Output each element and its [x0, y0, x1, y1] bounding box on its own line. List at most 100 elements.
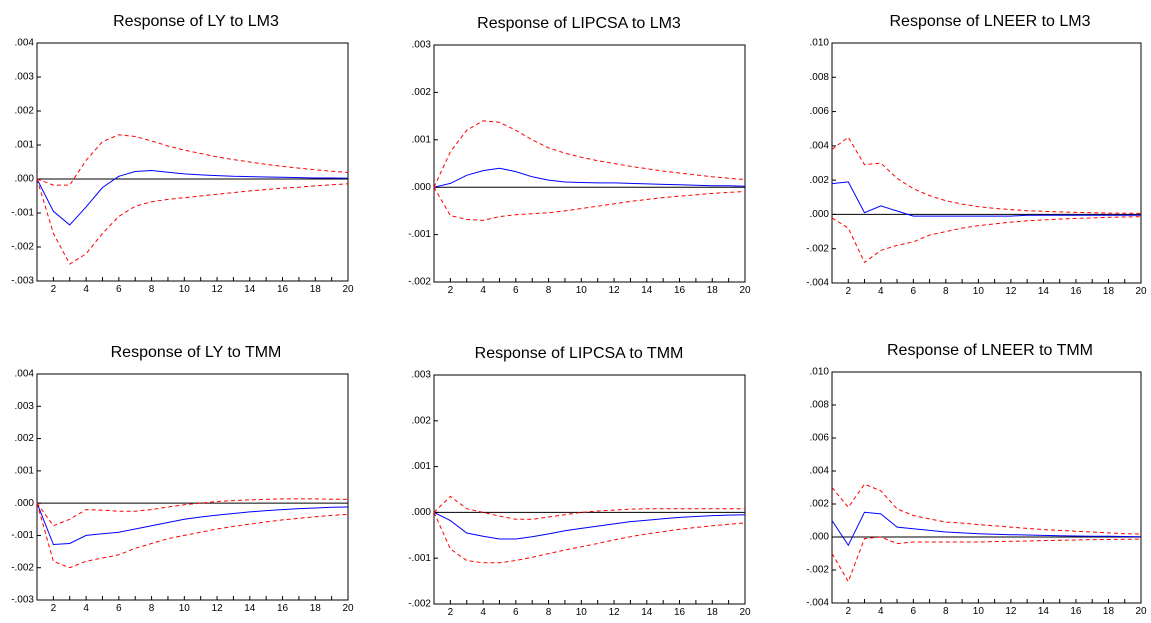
x-tick-label: 2	[51, 284, 57, 295]
irf-panel-5: Response of LIPCSA to TMM .003 .002 .001 .00…	[408, 345, 751, 618]
x-tick-label: 2	[448, 607, 454, 618]
panel-title: Response of LY to LM3	[113, 13, 279, 30]
panel-title: Response of LNEER to LM3	[890, 13, 1091, 30]
x-tick-label: 8	[943, 286, 949, 297]
x-tick-label: 14	[641, 285, 653, 296]
x-tick-label: 6	[911, 286, 917, 297]
x-tick-label: 14	[1038, 286, 1050, 297]
x-tick-label: 16	[674, 285, 686, 296]
impulse-response-line	[433, 511, 746, 540]
x-tick-label: 4	[83, 284, 89, 295]
x-tick-label: 8	[943, 606, 949, 617]
x-tick-label: 8	[546, 285, 552, 296]
y-tick-label: .000	[810, 209, 830, 220]
plot-frame	[433, 374, 746, 605]
y-tick-label: .000	[15, 498, 35, 509]
y-tick-label: .001	[15, 465, 35, 476]
y-tick-label: .001	[412, 134, 432, 145]
x-tick-label: 16	[1070, 606, 1082, 617]
y-tick-label: -.004	[806, 278, 829, 289]
y-tick-label: .002	[412, 87, 432, 98]
y-tick-label: .006	[810, 433, 830, 444]
y-tick-label: -.001	[11, 530, 34, 541]
x-tick-label: 14	[244, 603, 256, 614]
y-tick-label: -.003	[11, 276, 34, 287]
confidence-band-lower	[36, 178, 349, 265]
x-tick-label: 14	[244, 284, 256, 295]
impulse-response-line	[831, 511, 1142, 547]
y-tick-label: .004	[15, 369, 35, 380]
panel-title: Response of LIPCSA to TMM	[475, 345, 684, 362]
panel-title: Response of LNEER to TMM	[887, 342, 1093, 359]
y-tick-label: -.002	[11, 562, 34, 573]
plot-frame	[433, 44, 746, 283]
plot-frame	[36, 373, 349, 601]
confidence-band-lower	[433, 186, 746, 221]
y-tick-label: .004	[15, 38, 35, 49]
x-tick-label: 12	[211, 603, 223, 614]
x-tick-label: 10	[179, 284, 191, 295]
y-tick-label: .000	[15, 174, 35, 185]
y-tick-label: -.004	[806, 598, 829, 609]
confidence-band-upper	[433, 120, 746, 188]
y-tick-label: .010	[810, 367, 830, 378]
y-tick-label: .003	[412, 40, 432, 51]
y-tick-label: .001	[412, 461, 432, 472]
x-tick-label: 4	[878, 286, 884, 297]
x-tick-label: 6	[116, 603, 122, 614]
x-tick-label: 18	[310, 603, 322, 614]
y-tick-label: .004	[810, 140, 830, 151]
x-tick-label: 18	[1103, 606, 1115, 617]
x-tick-label: 8	[546, 607, 552, 618]
y-tick-label: -.002	[806, 565, 829, 576]
y-tick-label: .010	[810, 38, 830, 49]
confidence-band-lower	[433, 512, 746, 564]
x-tick-label: 12	[608, 285, 620, 296]
x-tick-label: 6	[116, 284, 122, 295]
y-tick-label: .006	[810, 106, 830, 117]
x-tick-label: 20	[739, 607, 751, 618]
irf-panel-3: Response of LNEER to LM3 .010 .008 .006 .004…	[806, 13, 1147, 297]
x-tick-label: 10	[973, 606, 985, 617]
confidence-band-lower	[831, 216, 1142, 264]
x-tick-label: 4	[83, 603, 89, 614]
y-tick-label: -.002	[11, 242, 34, 253]
x-tick-label: 20	[739, 285, 751, 296]
x-tick-label: 16	[674, 607, 686, 618]
y-tick-label: .008	[810, 72, 830, 83]
panel-title: Response of LY to TMM	[111, 344, 282, 361]
x-tick-label: 16	[277, 284, 289, 295]
impulse-response-line	[831, 181, 1141, 217]
y-tick-label: .000	[412, 507, 432, 518]
y-tick-label: .002	[810, 175, 830, 186]
confidence-band-lower	[831, 536, 1142, 583]
x-tick-label: 4	[480, 285, 486, 296]
x-tick-label: 2	[845, 286, 851, 297]
y-tick-label: .003	[412, 370, 432, 381]
x-tick-label: 6	[911, 606, 917, 617]
x-tick-label: 20	[1135, 606, 1147, 617]
y-tick-label: .008	[810, 400, 830, 411]
x-tick-label: 12	[211, 284, 223, 295]
impulse-response-line	[433, 167, 746, 188]
impulse-response-line	[36, 169, 349, 226]
y-tick-label: -.003	[11, 595, 34, 606]
x-tick-label: 10	[973, 286, 985, 297]
y-tick-label: .000	[810, 532, 830, 543]
y-tick-label: .002	[15, 433, 35, 444]
y-tick-label: .000	[412, 182, 432, 193]
y-tick-label: -.002	[408, 277, 431, 288]
irf-panel-2: Response of LIPCSA to LM3 .003 .002 .001 .00…	[408, 15, 751, 296]
x-tick-label: 4	[480, 607, 486, 618]
x-tick-label: 14	[1038, 606, 1050, 617]
y-tick-label: -.001	[408, 553, 431, 564]
confidence-band-upper	[831, 483, 1142, 535]
x-tick-label: 10	[179, 603, 191, 614]
y-tick-label: .001	[15, 140, 35, 151]
y-tick-label: .002	[810, 499, 830, 510]
y-tick-label: .003	[15, 72, 35, 83]
x-tick-label: 20	[342, 284, 354, 295]
irf-panel-6: Response of LNEER to TMM .010 .008 .006 .004…	[806, 342, 1147, 617]
plot-frame	[831, 371, 1142, 604]
